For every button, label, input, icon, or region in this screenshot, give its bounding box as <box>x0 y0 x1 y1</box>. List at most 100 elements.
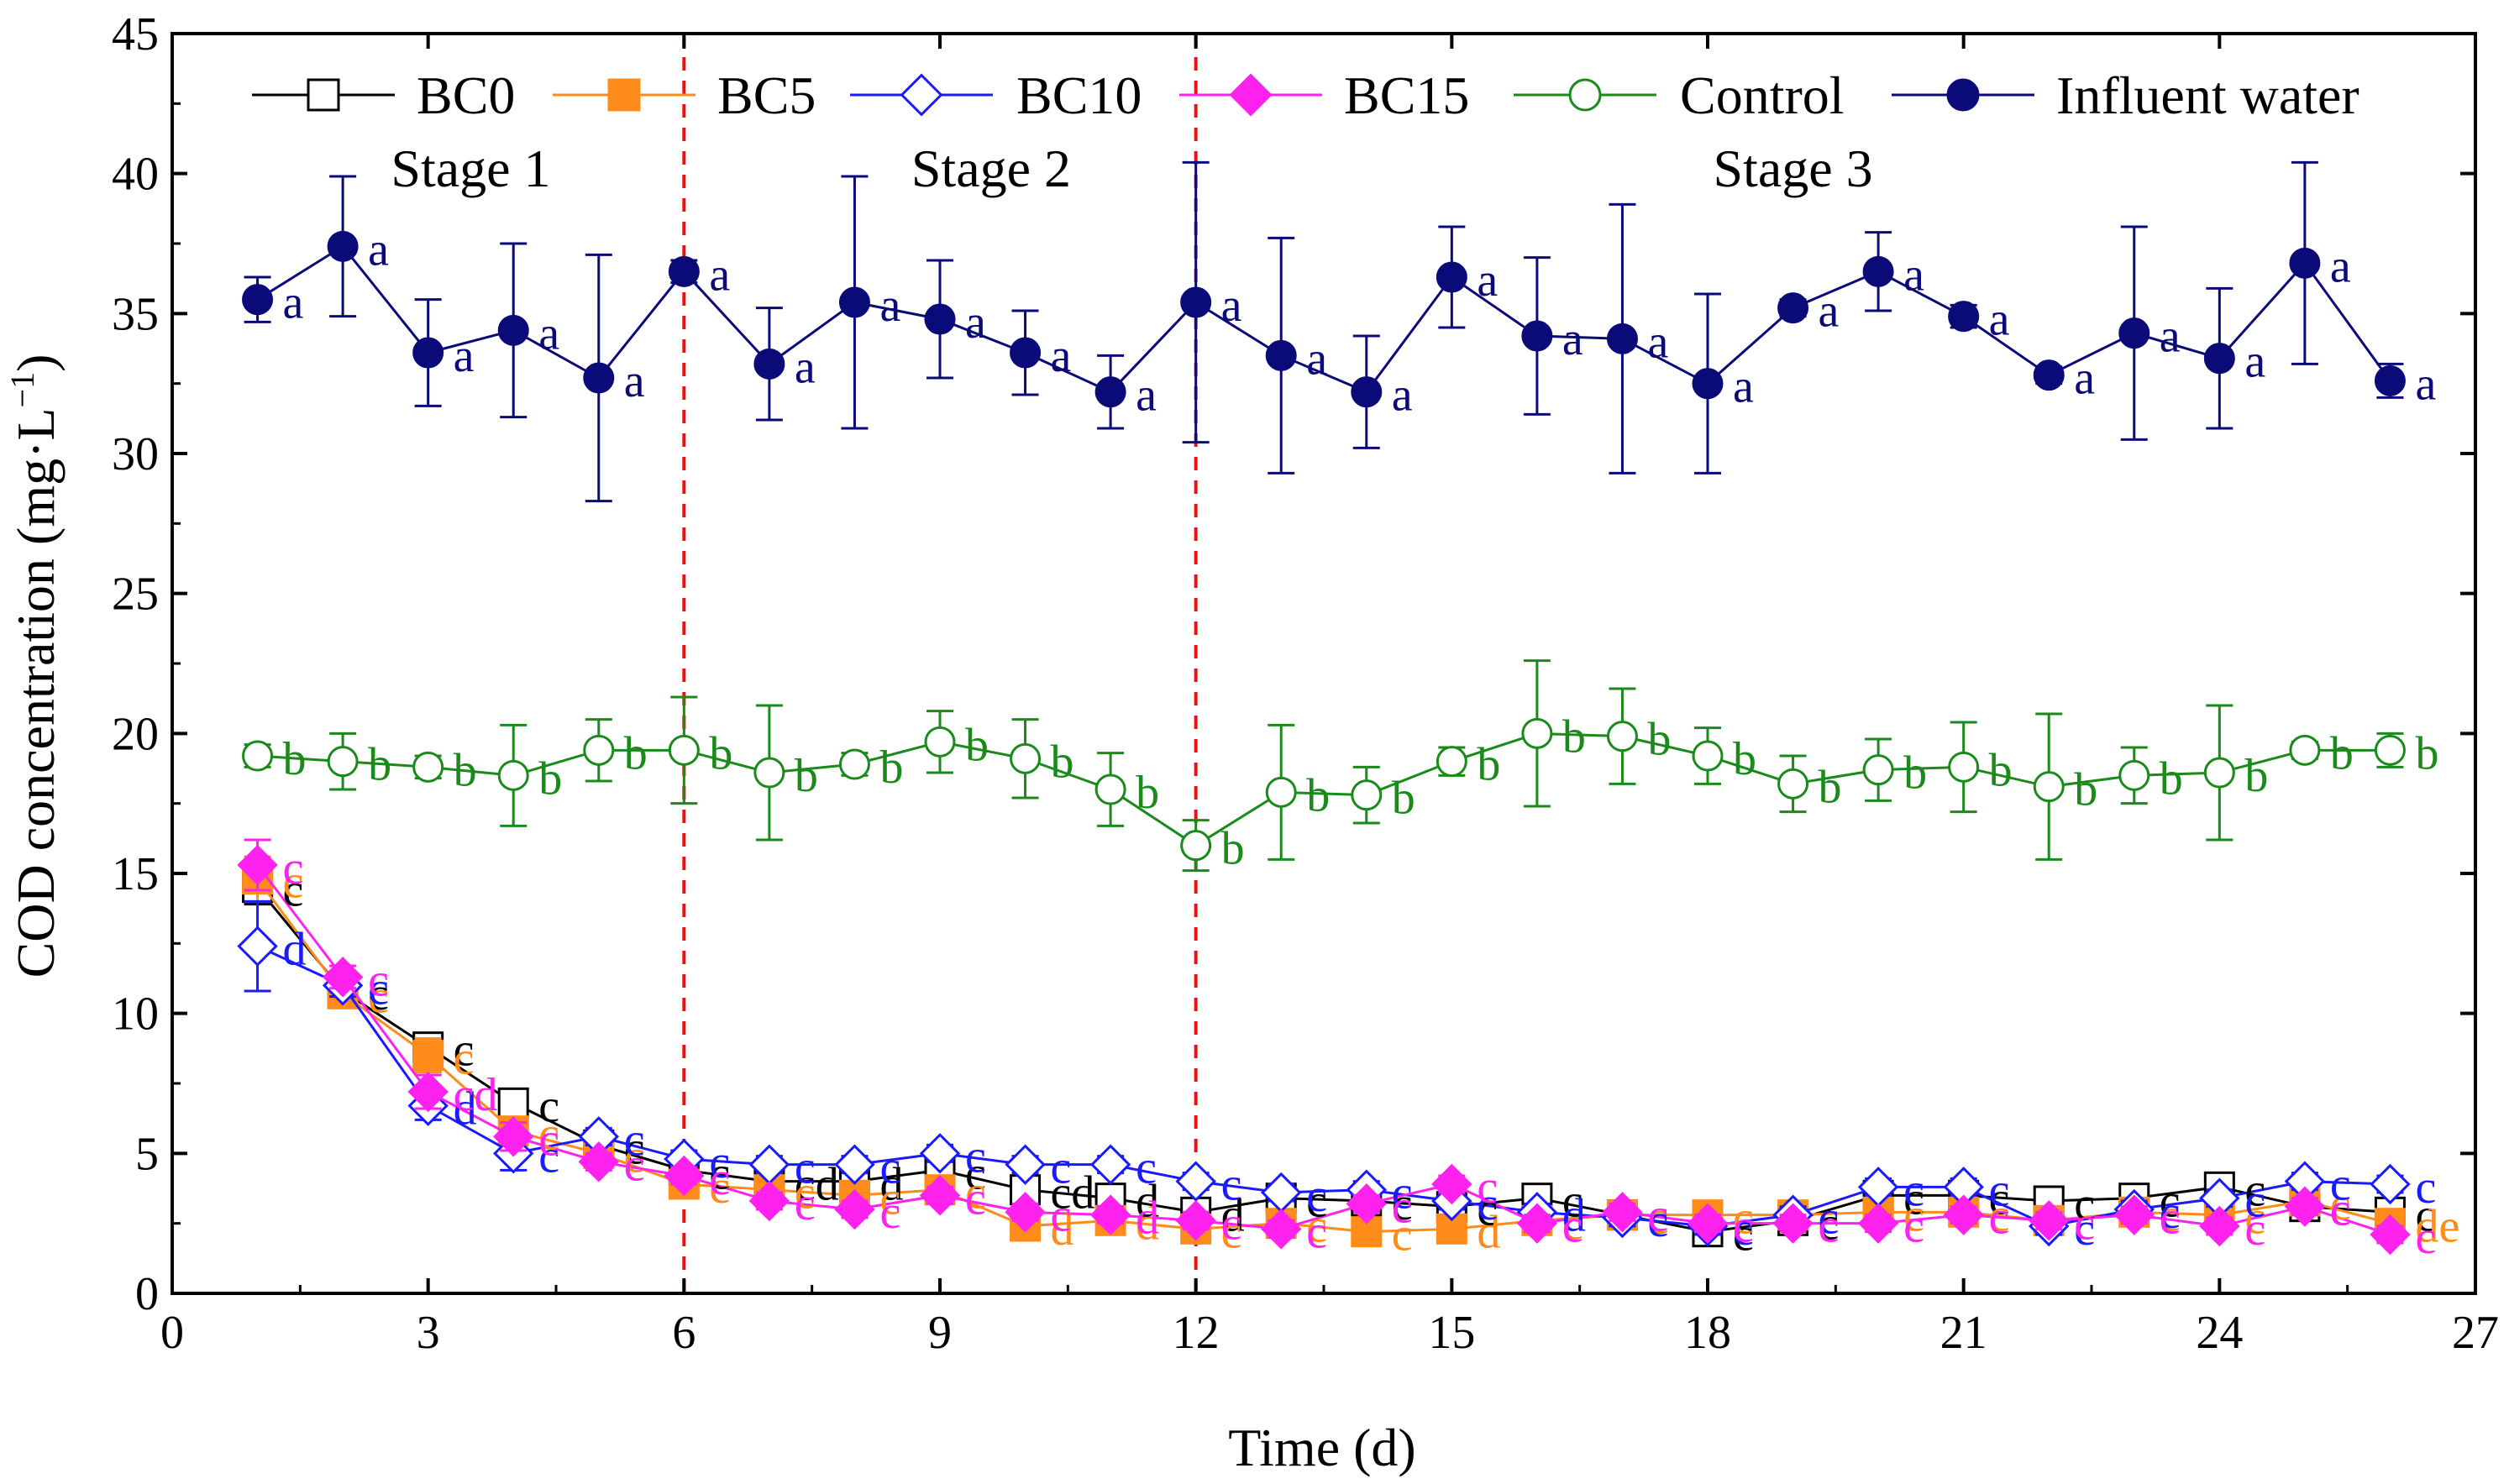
marker-diamond <box>1089 1144 1131 1185</box>
significance-letter: b <box>2415 727 2438 779</box>
marker-square <box>607 78 641 112</box>
significance-letter: c <box>2074 1198 2095 1250</box>
significance-letter: a <box>2160 311 2181 363</box>
marker-diamond <box>2370 1214 2411 1256</box>
y-axis-title-exponent: −1 <box>3 372 41 408</box>
significance-letter: c <box>538 1109 559 1161</box>
marker-circle <box>924 726 956 758</box>
significance-letter: d <box>283 924 307 976</box>
significance-letter: c <box>795 1178 816 1230</box>
marker-circle <box>1606 721 1638 752</box>
significance-letter: c <box>1392 1181 1413 1233</box>
significance-letter: c <box>624 1139 645 1191</box>
marker-diamond <box>834 1188 875 1230</box>
marker-circle <box>1692 368 1724 400</box>
significance-letter: a <box>1051 330 1072 382</box>
significance-letter: b <box>1819 761 1842 813</box>
series-line <box>256 244 2391 394</box>
marker-circle <box>1010 742 1042 774</box>
marker-diamond <box>919 1133 961 1174</box>
marker-circle <box>1862 754 1894 786</box>
legend: BC0 BC5 BC10 BC15 Control Influent water <box>252 66 2359 125</box>
significance-letter: c <box>2330 1184 2351 1236</box>
significance-letter: c <box>2244 1164 2265 1216</box>
significance-letter: c <box>2330 1184 2351 1236</box>
significance-letter: c <box>1903 1164 1924 1216</box>
legend-label: Control <box>1680 66 1845 125</box>
marker-circle <box>1946 78 1980 112</box>
significance-letter: c <box>1306 1170 1327 1222</box>
marker-diamond <box>919 1175 961 1216</box>
significance-letter: a <box>1989 294 2010 346</box>
significance-letter: a <box>368 223 389 275</box>
axes: 0 3 6 9 12 15 18 21 24 27 0 5 10 15 20 25 30 35 40 45 <box>112 8 2499 1359</box>
significance-letter: c <box>1562 1176 1583 1228</box>
significance-letter: b <box>368 739 391 791</box>
marker-diamond <box>237 844 278 886</box>
y-tick-label: 40 <box>112 149 159 201</box>
significance-letter: c <box>1562 1201 1583 1253</box>
significance-letter: c <box>368 968 389 1020</box>
marker-circle <box>1351 779 1383 811</box>
marker-circle <box>1010 337 1042 369</box>
significance-letter: a <box>2330 240 2351 292</box>
significance-letter: c <box>1306 1201 1327 1253</box>
significance-letter: c <box>1051 1142 1072 1194</box>
marker-circle <box>1436 261 1467 293</box>
significance-letter: a <box>1903 249 1924 301</box>
marker-diamond <box>237 926 278 967</box>
significance-letter: b <box>624 727 648 779</box>
marker-square <box>307 78 340 112</box>
significance-letter: b <box>1306 769 1330 821</box>
significance-letter: c <box>1733 1203 1754 1256</box>
significance-letter: b <box>879 742 903 794</box>
marker-circle <box>1265 776 1297 808</box>
marker-circle <box>838 748 870 780</box>
marker-circle <box>1777 292 1809 324</box>
marker-diamond <box>322 957 364 998</box>
marker-circle <box>2033 771 2065 803</box>
marker-circle <box>1948 301 1980 333</box>
marker-circle <box>1265 339 1297 371</box>
legend-item-bc10: BC10 <box>850 66 1142 125</box>
significance-letter: c <box>1989 1193 2010 1245</box>
significance-letter: c <box>624 1130 645 1182</box>
significance-letter: cd <box>795 1159 839 1211</box>
marker-circle <box>753 348 785 380</box>
significance-letter: b <box>1051 736 1074 788</box>
marker-circle <box>2033 359 2065 391</box>
significance-letter: b <box>1477 739 1500 791</box>
significance-letter: d <box>1051 1203 1074 1256</box>
significance-letter: c <box>1647 1193 1668 1245</box>
significance-letter: c <box>795 1142 816 1194</box>
marker-diamond <box>578 1141 619 1182</box>
y-axis-title-close: ) <box>6 354 66 372</box>
marker-diamond <box>1516 1203 1558 1244</box>
significance-letter: c <box>283 842 304 894</box>
series-control <box>242 659 2406 873</box>
marker-circle <box>327 746 359 778</box>
significance-letter: a <box>1392 370 1413 422</box>
significance-letter: c <box>1392 1209 1413 1261</box>
marker-diamond <box>1857 1203 1899 1244</box>
significance-letter: c <box>965 1172 986 1224</box>
series-bc15 <box>237 838 2411 1256</box>
x-tick-label: 3 <box>417 1307 440 1359</box>
significance-letter: c <box>1051 1189 1072 1241</box>
x-tick-label: 18 <box>1684 1307 1731 1359</box>
significance-letter: c <box>2244 1176 2265 1228</box>
significance-letter: b <box>2330 727 2354 779</box>
significance-letter: c <box>2160 1187 2181 1239</box>
significance-letter: a <box>1136 370 1157 422</box>
marker-square <box>412 1040 444 1072</box>
marker-diamond <box>1089 1194 1131 1235</box>
marker-circle <box>1351 376 1383 408</box>
significance-letter: c <box>1733 1209 1754 1261</box>
marker-diamond <box>2284 1186 2326 1227</box>
significance-letter: d <box>1562 1189 1586 1241</box>
stage-label: Stage 2 <box>911 139 1071 198</box>
significance-letter: b <box>2074 764 2097 816</box>
marker-diamond <box>1005 1144 1046 1185</box>
significance-letter: c <box>1903 1201 1924 1253</box>
legend-item-bc5: BC5 <box>553 66 816 125</box>
